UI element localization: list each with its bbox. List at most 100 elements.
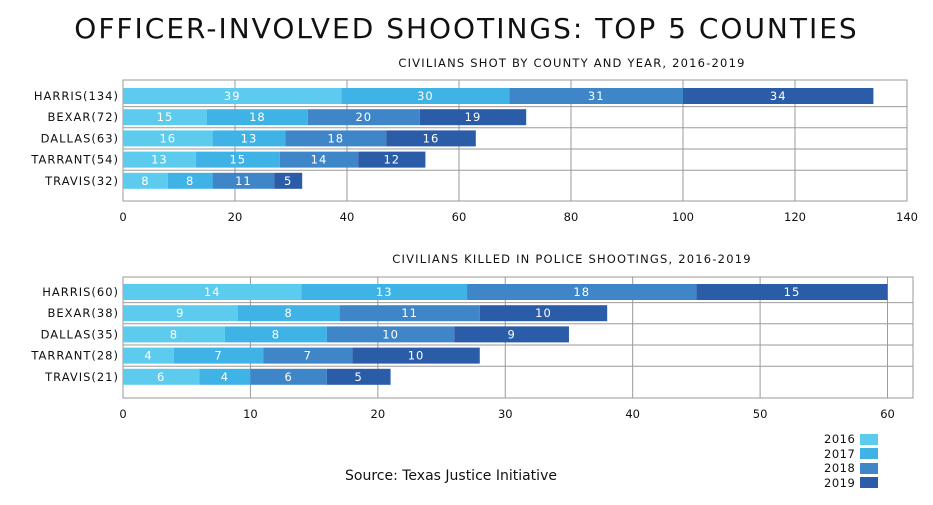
data-label: 16 (159, 131, 176, 145)
bar-segment-2018 (326, 326, 455, 343)
bar-segment-2017 (341, 88, 510, 104)
legend-swatch (860, 462, 878, 474)
data-label: 19 (465, 110, 482, 124)
category-label: HARRIS(60) (42, 285, 119, 299)
data-label: 11 (401, 306, 418, 320)
legend-label: 2018 (824, 461, 856, 476)
legend-swatch (860, 433, 878, 445)
bar-segment-2016 (123, 305, 238, 322)
data-label: 18 (249, 110, 266, 124)
bar-segment-2017 (207, 109, 308, 126)
legend-label: 2016 (824, 432, 856, 447)
data-label: 13 (241, 131, 258, 145)
data-label: 31 (588, 89, 605, 103)
data-label: 18 (327, 131, 344, 145)
legend: 2016 2017 2018 2019 (824, 432, 878, 490)
legend-swatch (860, 448, 878, 460)
data-label: 15 (229, 153, 246, 167)
x-tick-label: 20 (228, 210, 243, 224)
data-label: 13 (151, 153, 168, 167)
bar-segment-2016 (123, 284, 302, 300)
bar-segment-2016 (123, 88, 342, 104)
chart-subtitle: CIVILIANS SHOT BY COUNTY AND YEAR, 2016-… (398, 56, 745, 70)
data-label: 10 (382, 327, 399, 341)
chart-subtitle: CIVILIANS KILLED IN POLICE SHOOTINGS, 20… (392, 252, 752, 266)
data-label: 14 (204, 285, 221, 299)
legend-item-2018: 2018 (824, 461, 878, 476)
bar-segment-2019 (696, 284, 888, 300)
data-label: 16 (423, 131, 440, 145)
x-tick-label: 40 (625, 407, 640, 421)
x-tick-label: 30 (498, 407, 513, 421)
x-tick-label: 20 (371, 407, 386, 421)
x-tick-label: 50 (753, 407, 768, 421)
bar-segment-2019 (454, 326, 569, 343)
category-label: DALLAS(63) (41, 131, 119, 145)
category-label: TARRANT(28) (30, 349, 119, 363)
bar-segment-2018 (263, 347, 353, 364)
category-label: TRAVIS(32) (44, 174, 119, 188)
data-label: 30 (417, 89, 434, 103)
bar-segment-2017 (212, 130, 286, 147)
bar-segment-2018 (467, 284, 697, 300)
data-label: 15 (157, 110, 174, 124)
data-label: 4 (221, 370, 229, 384)
data-label: 9 (507, 327, 515, 341)
bar-segment-2018 (250, 368, 327, 385)
x-tick-label: 40 (340, 210, 355, 224)
bar-segment-2019 (352, 347, 480, 364)
x-tick-label: 10 (243, 407, 258, 421)
bar-segment-2017 (199, 368, 251, 385)
legend-item-2016: 2016 (824, 432, 878, 447)
bar-segment-2016 (123, 326, 225, 343)
data-label: 6 (284, 370, 292, 384)
bar-segment-2017 (195, 151, 280, 168)
bar-segment-2017 (301, 284, 468, 300)
data-label: 7 (304, 349, 312, 363)
data-label: 7 (214, 349, 222, 363)
legend-item-2019: 2019 (824, 476, 878, 491)
data-label: 11 (235, 174, 252, 188)
main-title: OFFICER-INVOLVED SHOOTINGS: TOP 5 COUNTI… (74, 12, 859, 45)
bar-segment-2019 (419, 109, 527, 126)
bar-segment-2016 (123, 130, 213, 147)
legend-label: 2017 (824, 446, 856, 461)
x-tick-label: 100 (672, 210, 694, 224)
data-label: 12 (383, 153, 400, 167)
data-label: 18 (573, 285, 590, 299)
bar-segment-2018 (339, 305, 480, 322)
data-label: 14 (311, 153, 328, 167)
bar-segment-2019 (386, 130, 476, 147)
bar-segment-2019 (683, 88, 874, 104)
bar-segment-2018 (279, 151, 359, 168)
bar-segment-2018 (509, 88, 683, 104)
x-tick-label: 140 (896, 210, 918, 224)
data-label: 10 (535, 306, 552, 320)
bar-segment-2016 (123, 109, 207, 126)
chart-2: CIVILIANS KILLED IN POLICE SHOOTINGS, 20… (30, 252, 914, 421)
bar-segment-2017 (173, 347, 264, 364)
data-label: 34 (770, 89, 787, 103)
bar-segment-2018 (307, 109, 420, 126)
data-label: 8 (186, 174, 194, 188)
x-tick-label: 0 (119, 210, 126, 224)
bar-segment-2019 (479, 305, 608, 322)
data-label: 13 (376, 285, 393, 299)
bar-segment-2017 (224, 326, 327, 343)
data-label: 4 (144, 349, 152, 363)
data-label: 20 (355, 110, 372, 124)
data-label: 9 (176, 306, 184, 320)
x-tick-label: 60 (880, 407, 895, 421)
category-label: TRAVIS(21) (44, 370, 119, 384)
data-label: 6 (157, 370, 165, 384)
bar-segment-2018 (212, 172, 275, 189)
legend-item-2017: 2017 (824, 447, 878, 462)
x-tick-label: 0 (119, 407, 126, 421)
chart-1: CIVILIANS SHOT BY COUNTY AND YEAR, 2016-… (30, 56, 918, 224)
bar-segment-2018 (285, 130, 387, 147)
legend-label: 2019 (824, 475, 856, 490)
data-label: 5 (355, 370, 363, 384)
data-label: 8 (141, 174, 149, 188)
category-label: HARRIS(134) (34, 89, 119, 103)
